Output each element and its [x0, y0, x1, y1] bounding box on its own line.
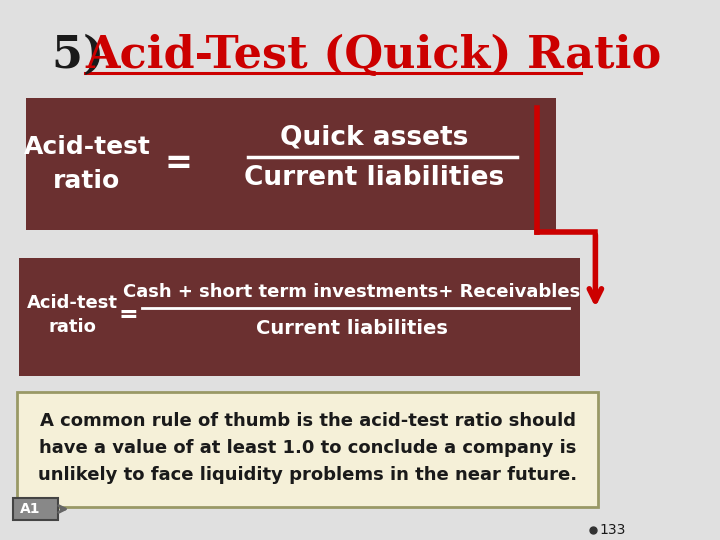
Text: Acid-test
ratio: Acid-test ratio — [27, 294, 117, 336]
FancyBboxPatch shape — [26, 98, 557, 230]
Text: Acid-Test (Quick) Ratio: Acid-Test (Quick) Ratio — [85, 33, 662, 77]
Text: 5): 5) — [52, 33, 120, 77]
FancyBboxPatch shape — [19, 258, 580, 376]
Text: Current liabilities: Current liabilities — [243, 165, 504, 191]
Text: Quick assets: Quick assets — [279, 125, 468, 151]
FancyBboxPatch shape — [17, 392, 598, 507]
Text: Acid-test
ratio: Acid-test ratio — [24, 135, 150, 193]
Text: Current liabilities: Current liabilities — [256, 319, 448, 338]
Text: =: = — [119, 303, 138, 327]
Text: =: = — [164, 147, 192, 180]
Text: A common rule of thumb is the acid-test ratio should
have a value of at least 1.: A common rule of thumb is the acid-test … — [38, 412, 577, 484]
Text: 133: 133 — [600, 523, 626, 537]
Text: A1: A1 — [20, 502, 40, 516]
FancyBboxPatch shape — [13, 498, 58, 520]
Text: Cash + short term investments+ Receivables: Cash + short term investments+ Receivabl… — [123, 283, 580, 301]
